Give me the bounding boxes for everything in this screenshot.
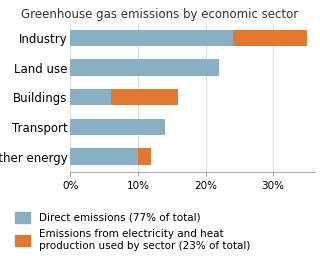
Legend: Direct emissions (77% of total), Emissions from electricity and heat
production : Direct emissions (77% of total), Emissio… [15,212,250,251]
Bar [111,89,179,105]
Bar [233,30,307,46]
Text: Greenhouse gas emissions by economic sector: Greenhouse gas emissions by economic sec… [21,8,299,21]
Bar [70,89,111,105]
Bar [70,148,138,165]
Bar [70,119,165,135]
Bar [70,30,233,46]
Bar [70,59,219,76]
Bar [138,148,151,165]
